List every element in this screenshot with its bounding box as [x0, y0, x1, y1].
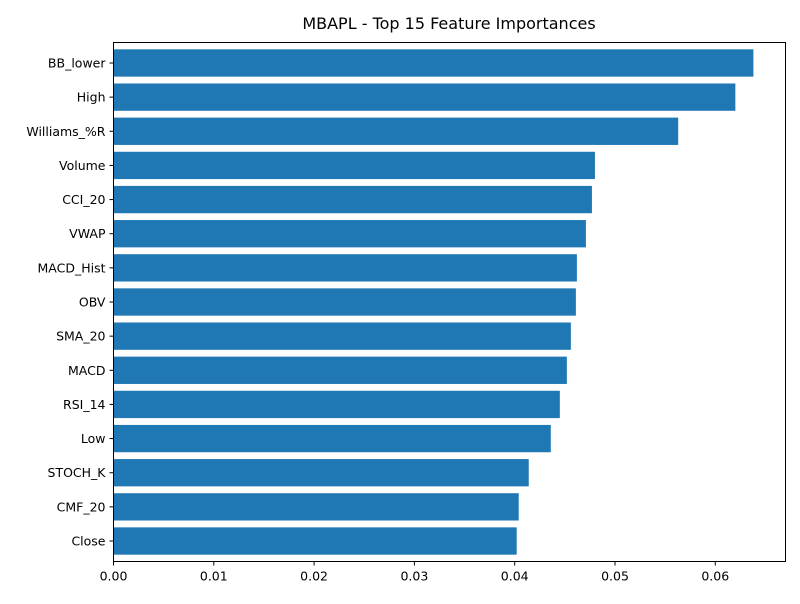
- bar-bb-lower: [113, 49, 754, 77]
- bar-rsi-14: [113, 390, 560, 419]
- bar-high: [113, 83, 736, 111]
- y-tick-label: Low: [81, 431, 106, 446]
- y-tick-label: SMA_20: [56, 329, 105, 344]
- y-tick-label: CCI_20: [62, 192, 105, 207]
- x-tick-label: 0.05: [601, 569, 629, 584]
- bar-macd-hist: [113, 254, 577, 282]
- y-tick-label: CMF_20: [57, 499, 106, 514]
- bar-sma-20: [113, 322, 571, 350]
- y-tick-label: BB_lower: [48, 55, 106, 70]
- bar-macd: [113, 356, 567, 384]
- y-tick-label: RSI_14: [63, 397, 106, 412]
- y-tick-label: VWAP: [69, 226, 106, 241]
- x-tick-label: 0.02: [300, 569, 328, 584]
- x-axis: 0.00 0.01 0.02 0.03 0.04 0.05 0.06: [100, 561, 729, 584]
- y-tick-label: MACD: [68, 363, 105, 378]
- bar-williams-r: [113, 117, 679, 145]
- bar-low: [113, 424, 551, 453]
- y-axis: BB_lower High Williams_%R Volume CCI_20 VWAP M…: [26, 55, 114, 549]
- y-tick-label: STOCH_K: [48, 465, 107, 480]
- x-tick-label: 0.04: [501, 569, 529, 584]
- bar-close: [113, 527, 517, 555]
- y-tick-label: MACD_Hist: [37, 260, 105, 275]
- bar-volume: [113, 151, 595, 180]
- chart-title: MBAPL - Top 15 Feature Importances: [302, 14, 595, 33]
- y-tick-label: OBV: [79, 295, 106, 310]
- bar-cmf-20: [113, 493, 519, 521]
- x-tick-label: 0.06: [701, 569, 729, 584]
- plot-frame: [113, 42, 786, 562]
- bar-vwap: [113, 220, 586, 248]
- bar-obv: [113, 288, 576, 316]
- y-tick-label: Close: [71, 534, 105, 549]
- x-tick-label: 0.00: [100, 569, 128, 584]
- bars-layer: [113, 49, 754, 555]
- x-tick-label: 0.01: [200, 569, 228, 584]
- y-tick-label: Volume: [59, 158, 106, 173]
- x-tick-label: 0.03: [400, 569, 428, 584]
- bar-stoch-k: [113, 459, 529, 487]
- y-tick-label: Williams_%R: [26, 124, 105, 139]
- y-tick-label: High: [77, 90, 106, 105]
- bar-cci-20: [113, 185, 592, 214]
